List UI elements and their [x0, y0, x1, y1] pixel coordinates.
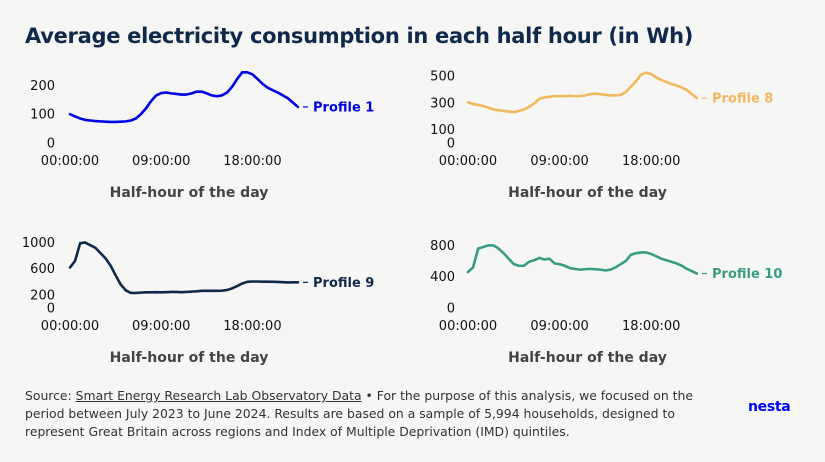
x-tick-label: 18:00:00 — [622, 154, 680, 169]
x-tick-label: 18:00:00 — [223, 319, 281, 334]
x-tick-label: 09:00:00 — [530, 319, 588, 334]
x-tick-label: 00:00:00 — [41, 319, 99, 334]
footer-note: Source: Smart Energy Research Lab Observ… — [25, 387, 725, 441]
y-tick-label: 0 — [47, 302, 55, 317]
y-tick-label: 600 — [30, 262, 55, 277]
x-tick-label: 00:00:00 — [41, 154, 99, 169]
x-axis-label: Half-hour of the day — [508, 185, 667, 201]
y-tick-label: 0 — [447, 137, 455, 152]
series-line-profile-8 — [466, 71, 699, 114]
x-tick-label: 18:00:00 — [223, 154, 281, 169]
source-text: • For the purpose of this analysis, we f… — [25, 388, 693, 439]
series-label: Profile 8 — [712, 92, 773, 107]
x-axis-label: Half-hour of the day — [508, 350, 667, 366]
x-axis-label: Half-hour of the day — [110, 185, 269, 201]
y-tick-label: 400 — [430, 270, 455, 285]
chart-panel-profile-1: 0 100 200 00:00:00 09:00:00 18:00:00 Half-hour… — [30, 71, 374, 201]
x-tick-label: 09:00:00 — [530, 154, 588, 169]
source-prefix: Source: — [25, 388, 76, 403]
series-line-profile-9 — [68, 241, 300, 295]
y-tick-label: 100 — [430, 123, 455, 138]
x-tick-label: 09:00:00 — [132, 319, 190, 334]
x-tick-label: 00:00:00 — [439, 154, 497, 169]
y-tick-label: 100 — [30, 108, 55, 123]
series-line-profile-10 — [466, 244, 699, 275]
y-tick-label: 0 — [447, 302, 455, 317]
x-tick-label: 00:00:00 — [439, 319, 497, 334]
y-tick-label: 200 — [30, 79, 55, 94]
y-tick-label: 800 — [430, 239, 455, 254]
source-link[interactable]: Smart Energy Research Lab Observatory Da… — [75, 388, 362, 403]
y-tick-label: 200 — [30, 288, 55, 303]
y-tick-label: 500 — [430, 70, 455, 85]
series-label: Profile 9 — [313, 276, 374, 291]
chart-title: Average electricity consumption in each … — [25, 24, 694, 48]
series-label: Profile 10 — [712, 267, 782, 282]
y-tick-label: 1000 — [22, 236, 55, 251]
nesta-logo: nesta — [748, 399, 791, 415]
x-tick-label: 09:00:00 — [132, 154, 190, 169]
x-tick-label: 18:00:00 — [622, 319, 680, 334]
y-tick-label: 300 — [430, 96, 455, 111]
series-label: Profile 1 — [313, 100, 374, 115]
x-axis-label: Half-hour of the day — [110, 350, 269, 366]
chart-panel-profile-10: 0 400 800 00:00:00 09:00:00 18:00:00 Half-hour… — [430, 239, 782, 366]
y-tick-label: 0 — [47, 137, 55, 152]
series-line-profile-1 — [68, 71, 300, 124]
